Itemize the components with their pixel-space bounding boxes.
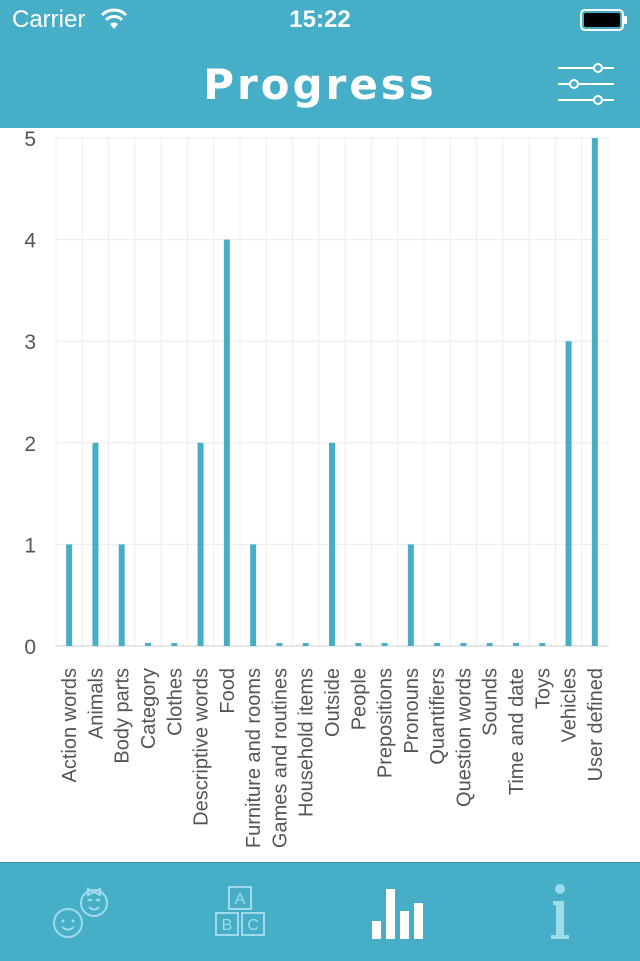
x-tick-label: Descriptive words xyxy=(191,668,213,826)
sliders-icon xyxy=(556,60,616,108)
y-tick-label: 5 xyxy=(24,128,36,151)
bar xyxy=(119,544,125,646)
progress-chart: 0 1 2 3 4 5 Action words Animals Body parts Categ… xyxy=(0,128,640,862)
bar-chart-icon xyxy=(360,881,440,941)
x-tick-label: Category xyxy=(138,668,160,749)
x-tick-label: Vehicles xyxy=(559,668,581,743)
bar xyxy=(460,643,466,646)
page-title: Progress xyxy=(0,60,640,109)
x-tick-label: Sounds xyxy=(480,668,502,736)
tab-info[interactable] xyxy=(480,863,640,961)
bar xyxy=(487,643,493,646)
bar xyxy=(408,544,414,646)
status-bar: Carrier 15:22 xyxy=(0,0,640,40)
bar xyxy=(92,443,98,646)
bar xyxy=(329,443,335,646)
bar xyxy=(303,643,309,646)
x-tick-label: Games and routines xyxy=(269,668,291,848)
children-icon xyxy=(40,881,120,941)
tab-bar: A B C xyxy=(0,862,640,961)
x-tick-label: Food xyxy=(217,668,239,714)
x-tick-label: Body parts xyxy=(112,668,134,764)
info-icon xyxy=(520,881,600,941)
x-tick-label: Furniture and rooms xyxy=(243,668,265,848)
x-tick-label: Time and date xyxy=(506,668,528,795)
x-tick-label: Clothes xyxy=(164,668,186,736)
bar xyxy=(145,643,151,646)
y-tick-label: 0 xyxy=(24,636,36,659)
bar xyxy=(250,544,256,646)
x-tick-label: Household items xyxy=(296,668,318,817)
bar xyxy=(382,643,388,646)
nav-bar: Progress xyxy=(0,40,640,128)
bar xyxy=(513,643,519,646)
x-tick-label: Prepositions xyxy=(375,668,397,778)
y-tick-label: 4 xyxy=(24,230,36,253)
x-tick-label: Pronouns xyxy=(401,668,423,754)
bar xyxy=(171,643,177,646)
x-tick-label: Question words xyxy=(453,668,475,807)
x-tick-label: People xyxy=(348,668,370,730)
x-tick-label: Toys xyxy=(532,668,554,709)
svg-text:B: B xyxy=(222,917,233,934)
svg-text:A: A xyxy=(235,891,246,908)
bar xyxy=(276,643,282,646)
x-tick-label: User defined xyxy=(585,668,607,781)
bar xyxy=(566,341,572,646)
bar xyxy=(434,643,440,646)
filter-button[interactable] xyxy=(556,60,616,108)
tab-children[interactable] xyxy=(0,863,160,961)
bar-chart: 0 1 2 3 4 5 Action words Animals Body parts Categ… xyxy=(0,128,640,862)
bar xyxy=(539,643,545,646)
bar xyxy=(592,138,598,646)
tab-words[interactable]: A B C xyxy=(160,863,320,961)
tab-progress[interactable] xyxy=(320,863,480,961)
x-tick-label: Quantifiers xyxy=(427,668,449,765)
battery-icon xyxy=(580,9,628,36)
bar xyxy=(198,443,204,646)
bar xyxy=(224,240,230,646)
bar xyxy=(355,643,361,646)
y-tick-label: 1 xyxy=(24,534,36,557)
x-tick-label: Action words xyxy=(59,668,81,783)
bar xyxy=(66,544,72,646)
x-tick-label: Animals xyxy=(85,668,107,739)
svg-text:C: C xyxy=(247,917,259,934)
x-tick-label: Outside xyxy=(322,668,344,737)
y-tick-label: 3 xyxy=(24,331,36,354)
abc-blocks-icon: A B C xyxy=(200,881,280,941)
clock: 15:22 xyxy=(0,6,640,34)
y-tick-label: 2 xyxy=(24,433,36,456)
